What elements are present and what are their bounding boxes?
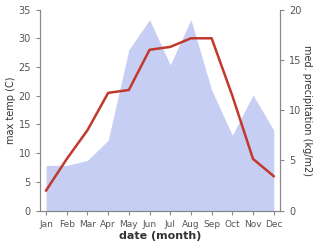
Y-axis label: max temp (C): max temp (C) [5, 76, 16, 144]
X-axis label: date (month): date (month) [119, 231, 201, 242]
Y-axis label: med. precipitation (kg/m2): med. precipitation (kg/m2) [302, 45, 313, 176]
